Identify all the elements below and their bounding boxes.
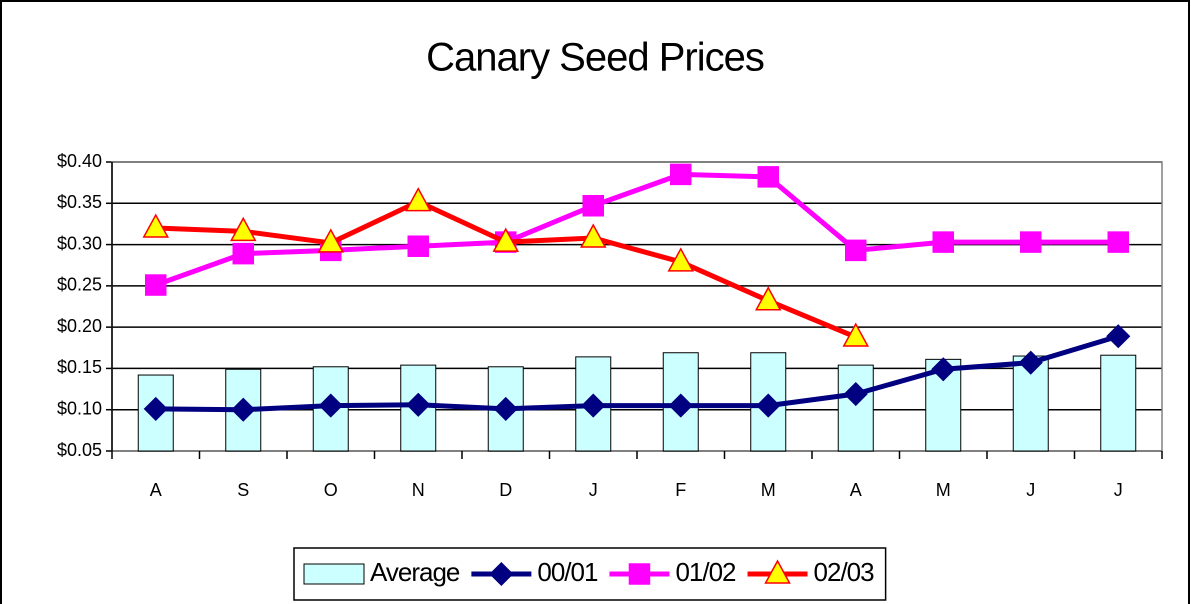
marker (757, 166, 779, 188)
x-tick-label: J (589, 480, 598, 500)
marker (489, 561, 514, 587)
marker (756, 393, 781, 418)
marker (142, 213, 170, 238)
marker (845, 239, 867, 262)
legend: Average 00/01 01/02 02/03 (293, 547, 887, 601)
marker (143, 396, 168, 421)
marker (1107, 231, 1129, 253)
x-tick-label: A (850, 480, 862, 500)
marker (493, 396, 518, 421)
marker (579, 223, 607, 248)
bar (837, 364, 874, 452)
marker (754, 286, 782, 311)
marker (668, 393, 693, 418)
x-tick-label: N (412, 480, 425, 500)
x-tick-label: J (1114, 480, 1123, 500)
x-tick-label: O (324, 480, 338, 500)
marker (318, 393, 343, 418)
marker (582, 195, 604, 217)
bar (1100, 354, 1137, 452)
y-tick-label: $0.05 (57, 440, 102, 460)
y-tick-label: $0.40 (57, 151, 102, 171)
marker (406, 392, 431, 417)
marker (932, 231, 954, 253)
bar (662, 352, 699, 452)
marker (317, 228, 345, 253)
x-tick-label: M (936, 480, 951, 500)
plot-area (112, 162, 1162, 451)
legend-label: Average (370, 557, 460, 587)
legend-swatch (303, 563, 365, 585)
marker (843, 381, 868, 407)
y-tick-label: $0.35 (57, 192, 102, 212)
legend-label: 00/01 (537, 557, 598, 587)
x-tick-label: S (237, 480, 249, 500)
marker (628, 563, 651, 585)
marker (764, 559, 791, 584)
marker (229, 216, 257, 242)
x-tick-label: D (499, 480, 512, 500)
legend-label: 02/03 (814, 557, 875, 587)
marker (231, 397, 256, 422)
marker (232, 242, 254, 265)
marker (407, 235, 429, 257)
x-tick-label: J (1026, 480, 1035, 500)
marker (1106, 324, 1131, 349)
y-tick-label: $0.20 (57, 316, 102, 336)
y-tick-label: $0.10 (57, 398, 102, 418)
y-tick-label: $0.25 (57, 275, 102, 295)
marker (581, 393, 606, 418)
x-tick-label: M (761, 480, 776, 500)
y-tick-label: $0.15 (57, 357, 102, 377)
marker (1020, 231, 1042, 253)
y-tick-label: $0.30 (57, 233, 102, 253)
marker (670, 163, 692, 186)
marker (931, 357, 956, 382)
line (154, 171, 1119, 288)
marker (492, 227, 520, 252)
chart-title: Canary Seed Prices (426, 36, 764, 80)
x-tick-label: A (150, 480, 162, 500)
legend-label: 01/02 (675, 557, 736, 587)
marker (842, 322, 870, 347)
marker (1018, 350, 1043, 375)
marker (404, 187, 432, 212)
line (155, 333, 1119, 413)
marker (145, 274, 167, 296)
marker (667, 247, 695, 272)
x-tick-label: F (675, 480, 686, 500)
